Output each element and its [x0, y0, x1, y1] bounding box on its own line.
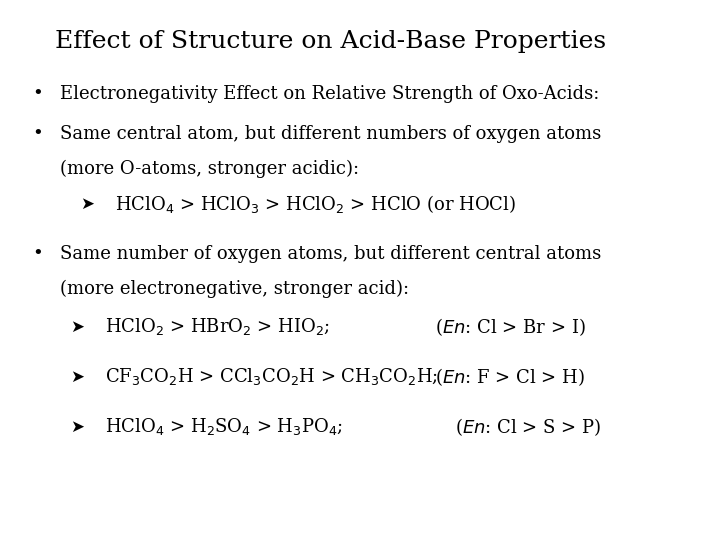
Text: ($\mathit{En}$: Cl > S > P): ($\mathit{En}$: Cl > S > P)	[455, 416, 601, 438]
Text: ($\mathit{En}$: F > Cl > H): ($\mathit{En}$: F > Cl > H)	[435, 366, 585, 388]
Text: ➤: ➤	[70, 368, 84, 386]
Text: ➤: ➤	[80, 195, 94, 213]
Text: HClO$_4$ > H$_2$SO$_4$ > H$_3$PO$_4$;: HClO$_4$ > H$_2$SO$_4$ > H$_3$PO$_4$;	[105, 416, 343, 437]
Text: (more O-atoms, stronger acidic):: (more O-atoms, stronger acidic):	[60, 160, 359, 178]
Text: Effect of Structure on Acid-Base Properties: Effect of Structure on Acid-Base Propert…	[55, 30, 606, 53]
Text: HClO$_2$ > HBrO$_2$ > HIO$_2$;: HClO$_2$ > HBrO$_2$ > HIO$_2$;	[105, 316, 330, 337]
Text: ($\mathit{En}$: Cl > Br > I): ($\mathit{En}$: Cl > Br > I)	[435, 316, 586, 338]
Text: •: •	[32, 245, 43, 263]
Text: •: •	[32, 85, 43, 103]
Text: ➤: ➤	[70, 418, 84, 436]
Text: (more electronegative, stronger acid):: (more electronegative, stronger acid):	[60, 280, 409, 298]
Text: ➤: ➤	[70, 318, 84, 336]
Text: •: •	[32, 125, 43, 143]
Text: Same number of oxygen atoms, but different central atoms: Same number of oxygen atoms, but differe…	[60, 245, 601, 263]
Text: HClO$_4$ > HClO$_3$ > HClO$_2$ > HClO (or HOCl): HClO$_4$ > HClO$_3$ > HClO$_2$ > HClO (o…	[115, 193, 516, 215]
Text: CF$_3$CO$_2$H > CCl$_3$CO$_2$H > CH$_3$CO$_2$H;: CF$_3$CO$_2$H > CCl$_3$CO$_2$H > CH$_3$C…	[105, 366, 438, 387]
Text: Electronegativity Effect on Relative Strength of Oxo-Acids:: Electronegativity Effect on Relative Str…	[60, 85, 599, 103]
Text: Same central atom, but different numbers of oxygen atoms: Same central atom, but different numbers…	[60, 125, 601, 143]
